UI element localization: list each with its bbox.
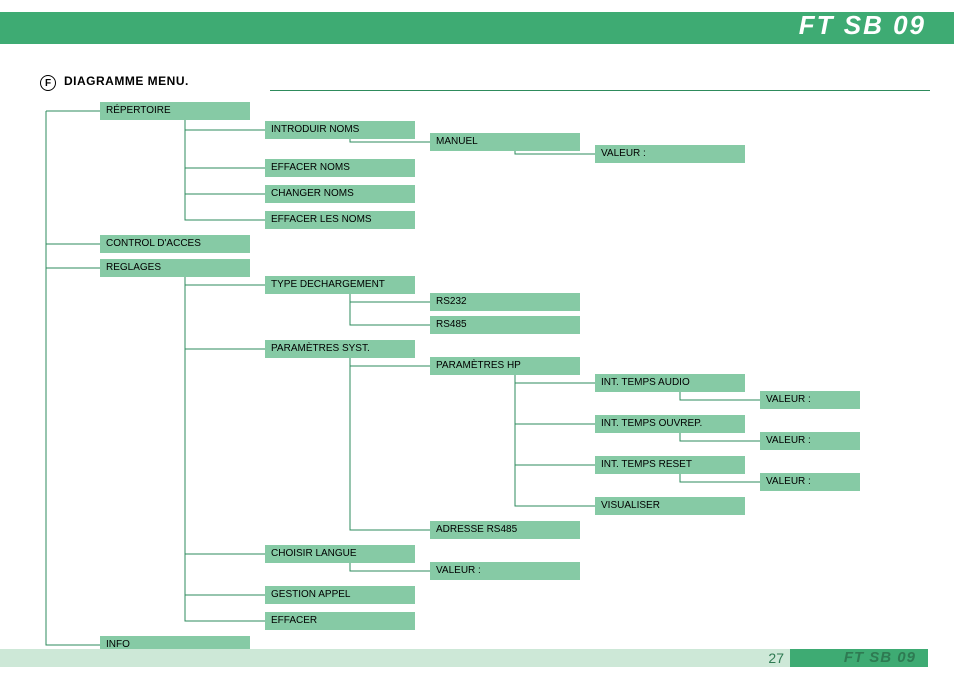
node-adresse_rs485: ADRESSE RS485: [430, 521, 580, 539]
node-valeur_reset: VALEUR :: [760, 473, 860, 491]
node-gestion_appel: GESTION APPEL: [265, 586, 415, 604]
node-int_ouvrep: INT. TEMPS OUVREP.: [595, 415, 745, 433]
node-effacer: EFFACER: [265, 612, 415, 630]
node-param_syst: PARAMÈTRES SYST.: [265, 340, 415, 358]
node-valeur_manuel: VALEUR :: [595, 145, 745, 163]
node-type_dechargement: TYPE DECHARGEMENT: [265, 276, 415, 294]
node-valeur_ouvrep: VALEUR :: [760, 432, 860, 450]
node-manuel: MANUEL: [430, 133, 580, 151]
node-valeur_audio: VALEUR :: [760, 391, 860, 409]
node-choisir_langue: CHOISIR LANGUE: [265, 545, 415, 563]
node-int_reset: INT. TEMPS RESET: [595, 456, 745, 474]
footer-page-number: 27: [768, 649, 784, 667]
node-repertoire: RÉPERTOIRE: [100, 102, 250, 120]
node-introd_noms: INTRODUIR NOMS: [265, 121, 415, 139]
node-effacer_noms: EFFACER NOMS: [265, 159, 415, 177]
node-changer_noms: CHANGER NOMS: [265, 185, 415, 203]
node-param_hp: PARAMÈTRES HP: [430, 357, 580, 375]
node-effacer_les_noms: EFFACER LES NOMS: [265, 211, 415, 229]
node-rs485: RS485: [430, 316, 580, 334]
node-valeur_langue: VALEUR :: [430, 562, 580, 580]
node-reglages: REGLAGES: [100, 259, 250, 277]
node-int_audio: INT. TEMPS AUDIO: [595, 374, 745, 392]
footer-title: FT SB 09: [844, 649, 916, 667]
node-visualiser: VISUALISER: [595, 497, 745, 515]
diagram-canvas: RÉPERTOIRE INTRODUIR NOMS MANUEL VALEUR : EF…: [0, 0, 954, 677]
footer-band-light: [0, 649, 790, 667]
node-rs232: RS232: [430, 293, 580, 311]
node-control_acces: CONTROL D'ACCES: [100, 235, 250, 253]
